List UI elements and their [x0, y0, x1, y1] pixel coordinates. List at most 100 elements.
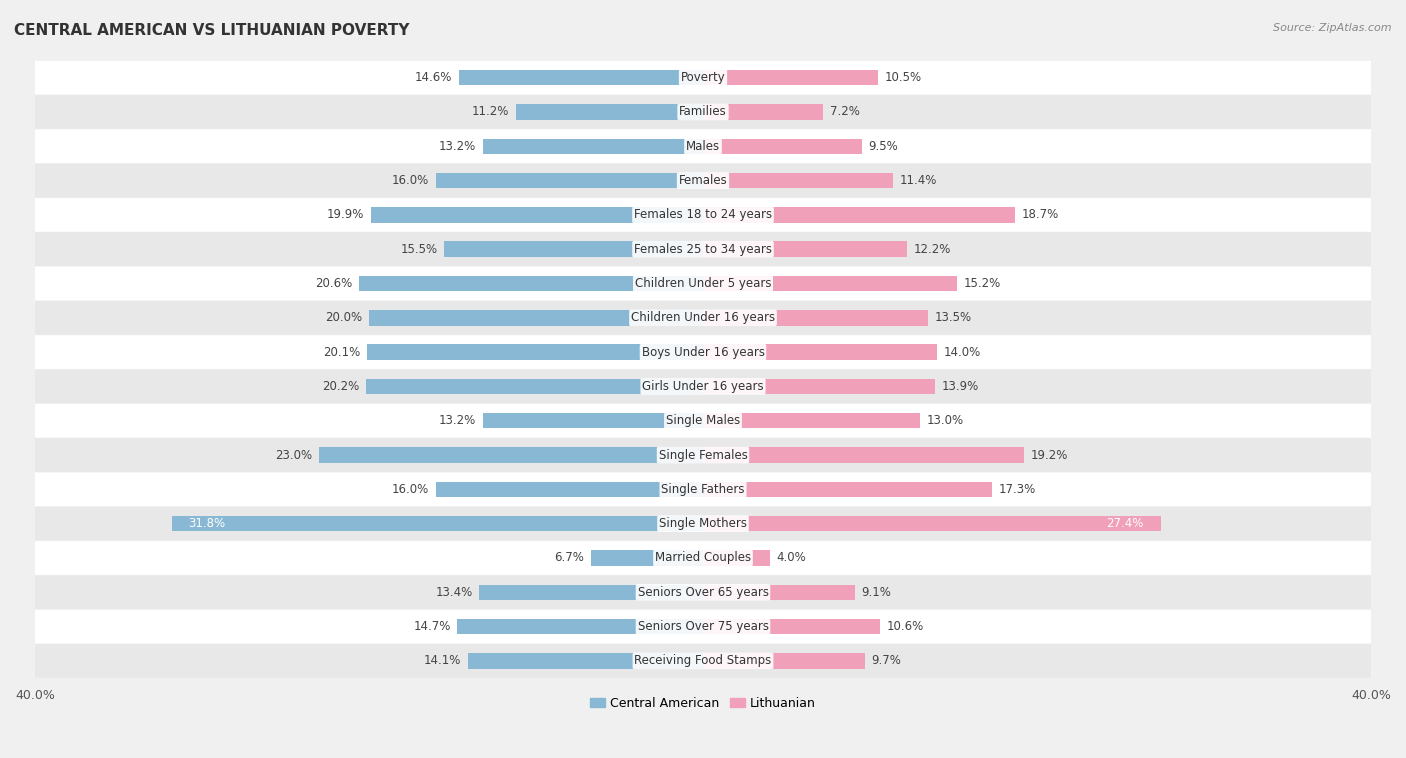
FancyBboxPatch shape — [35, 404, 1371, 437]
Bar — [703, 139, 862, 154]
Text: 13.2%: 13.2% — [439, 139, 475, 153]
Bar — [703, 70, 879, 86]
Text: Girls Under 16 years: Girls Under 16 years — [643, 380, 763, 393]
Bar — [703, 242, 907, 257]
Text: 9.5%: 9.5% — [869, 139, 898, 153]
Bar — [703, 584, 855, 600]
Text: 14.0%: 14.0% — [943, 346, 981, 359]
Bar — [359, 276, 703, 291]
Text: Seniors Over 65 years: Seniors Over 65 years — [637, 586, 769, 599]
Text: Females: Females — [679, 174, 727, 187]
FancyBboxPatch shape — [35, 301, 1371, 334]
Text: 13.5%: 13.5% — [935, 312, 973, 324]
Text: 11.4%: 11.4% — [900, 174, 938, 187]
Bar — [703, 173, 893, 188]
Text: 12.2%: 12.2% — [914, 243, 950, 255]
Text: Poverty: Poverty — [681, 71, 725, 84]
Text: Males: Males — [686, 139, 720, 153]
Text: Single Males: Single Males — [666, 414, 740, 428]
Bar — [371, 207, 703, 223]
Text: 31.8%: 31.8% — [188, 517, 226, 530]
FancyBboxPatch shape — [35, 575, 1371, 609]
Text: 14.7%: 14.7% — [413, 620, 451, 633]
Text: Single Mothers: Single Mothers — [659, 517, 747, 530]
Bar — [703, 447, 1024, 463]
Text: 17.3%: 17.3% — [998, 483, 1036, 496]
Text: 16.0%: 16.0% — [392, 483, 429, 496]
Text: 15.5%: 15.5% — [401, 243, 437, 255]
Text: Married Couples: Married Couples — [655, 552, 751, 565]
Bar — [319, 447, 703, 463]
Text: 13.9%: 13.9% — [942, 380, 979, 393]
Text: Families: Families — [679, 105, 727, 118]
FancyBboxPatch shape — [35, 438, 1371, 472]
Text: 13.2%: 13.2% — [439, 414, 475, 428]
Bar — [436, 173, 703, 188]
Bar — [703, 379, 935, 394]
Bar — [436, 481, 703, 497]
Bar — [368, 310, 703, 325]
Text: Children Under 5 years: Children Under 5 years — [634, 277, 772, 290]
Bar — [460, 70, 703, 86]
FancyBboxPatch shape — [35, 644, 1371, 678]
Bar — [468, 653, 703, 669]
Bar — [516, 105, 703, 120]
Bar — [703, 276, 957, 291]
Text: 20.0%: 20.0% — [325, 312, 363, 324]
Bar — [457, 619, 703, 634]
FancyBboxPatch shape — [35, 198, 1371, 232]
Text: 10.5%: 10.5% — [884, 71, 922, 84]
Bar — [703, 481, 993, 497]
FancyBboxPatch shape — [35, 609, 1371, 644]
FancyBboxPatch shape — [35, 233, 1371, 266]
Bar — [482, 413, 703, 428]
Text: Single Females: Single Females — [658, 449, 748, 462]
Text: CENTRAL AMERICAN VS LITHUANIAN POVERTY: CENTRAL AMERICAN VS LITHUANIAN POVERTY — [14, 23, 409, 38]
FancyBboxPatch shape — [35, 541, 1371, 575]
Text: Receiving Food Stamps: Receiving Food Stamps — [634, 654, 772, 667]
FancyBboxPatch shape — [35, 267, 1371, 300]
Bar — [703, 550, 770, 565]
Text: 23.0%: 23.0% — [276, 449, 312, 462]
Text: 13.4%: 13.4% — [436, 586, 472, 599]
Bar — [703, 105, 824, 120]
Text: Seniors Over 75 years: Seniors Over 75 years — [637, 620, 769, 633]
Text: 6.7%: 6.7% — [554, 552, 585, 565]
Bar — [482, 139, 703, 154]
Bar — [444, 242, 703, 257]
Text: 18.7%: 18.7% — [1022, 208, 1059, 221]
Bar — [703, 207, 1015, 223]
Bar — [703, 413, 920, 428]
Text: 4.0%: 4.0% — [776, 552, 806, 565]
Text: 27.4%: 27.4% — [1107, 517, 1144, 530]
Text: 7.2%: 7.2% — [830, 105, 860, 118]
Text: 9.7%: 9.7% — [872, 654, 901, 667]
Bar — [703, 516, 1160, 531]
Bar — [367, 344, 703, 360]
FancyBboxPatch shape — [35, 61, 1371, 95]
Text: 9.1%: 9.1% — [862, 586, 891, 599]
FancyBboxPatch shape — [35, 370, 1371, 403]
Text: 10.6%: 10.6% — [887, 620, 924, 633]
Text: Single Fathers: Single Fathers — [661, 483, 745, 496]
Text: Boys Under 16 years: Boys Under 16 years — [641, 346, 765, 359]
Bar — [591, 550, 703, 565]
Text: Source: ZipAtlas.com: Source: ZipAtlas.com — [1274, 23, 1392, 33]
Bar — [172, 516, 703, 531]
Text: 19.9%: 19.9% — [326, 208, 364, 221]
Text: Females 25 to 34 years: Females 25 to 34 years — [634, 243, 772, 255]
Bar — [703, 653, 865, 669]
Text: 11.2%: 11.2% — [472, 105, 509, 118]
FancyBboxPatch shape — [35, 130, 1371, 163]
FancyBboxPatch shape — [35, 164, 1371, 197]
FancyBboxPatch shape — [35, 335, 1371, 369]
Text: 16.0%: 16.0% — [392, 174, 429, 187]
Bar — [703, 344, 936, 360]
Text: 20.2%: 20.2% — [322, 380, 359, 393]
Bar — [479, 584, 703, 600]
Text: Females 18 to 24 years: Females 18 to 24 years — [634, 208, 772, 221]
Text: 19.2%: 19.2% — [1031, 449, 1067, 462]
Text: 20.6%: 20.6% — [315, 277, 353, 290]
Bar — [703, 310, 928, 325]
FancyBboxPatch shape — [35, 472, 1371, 506]
